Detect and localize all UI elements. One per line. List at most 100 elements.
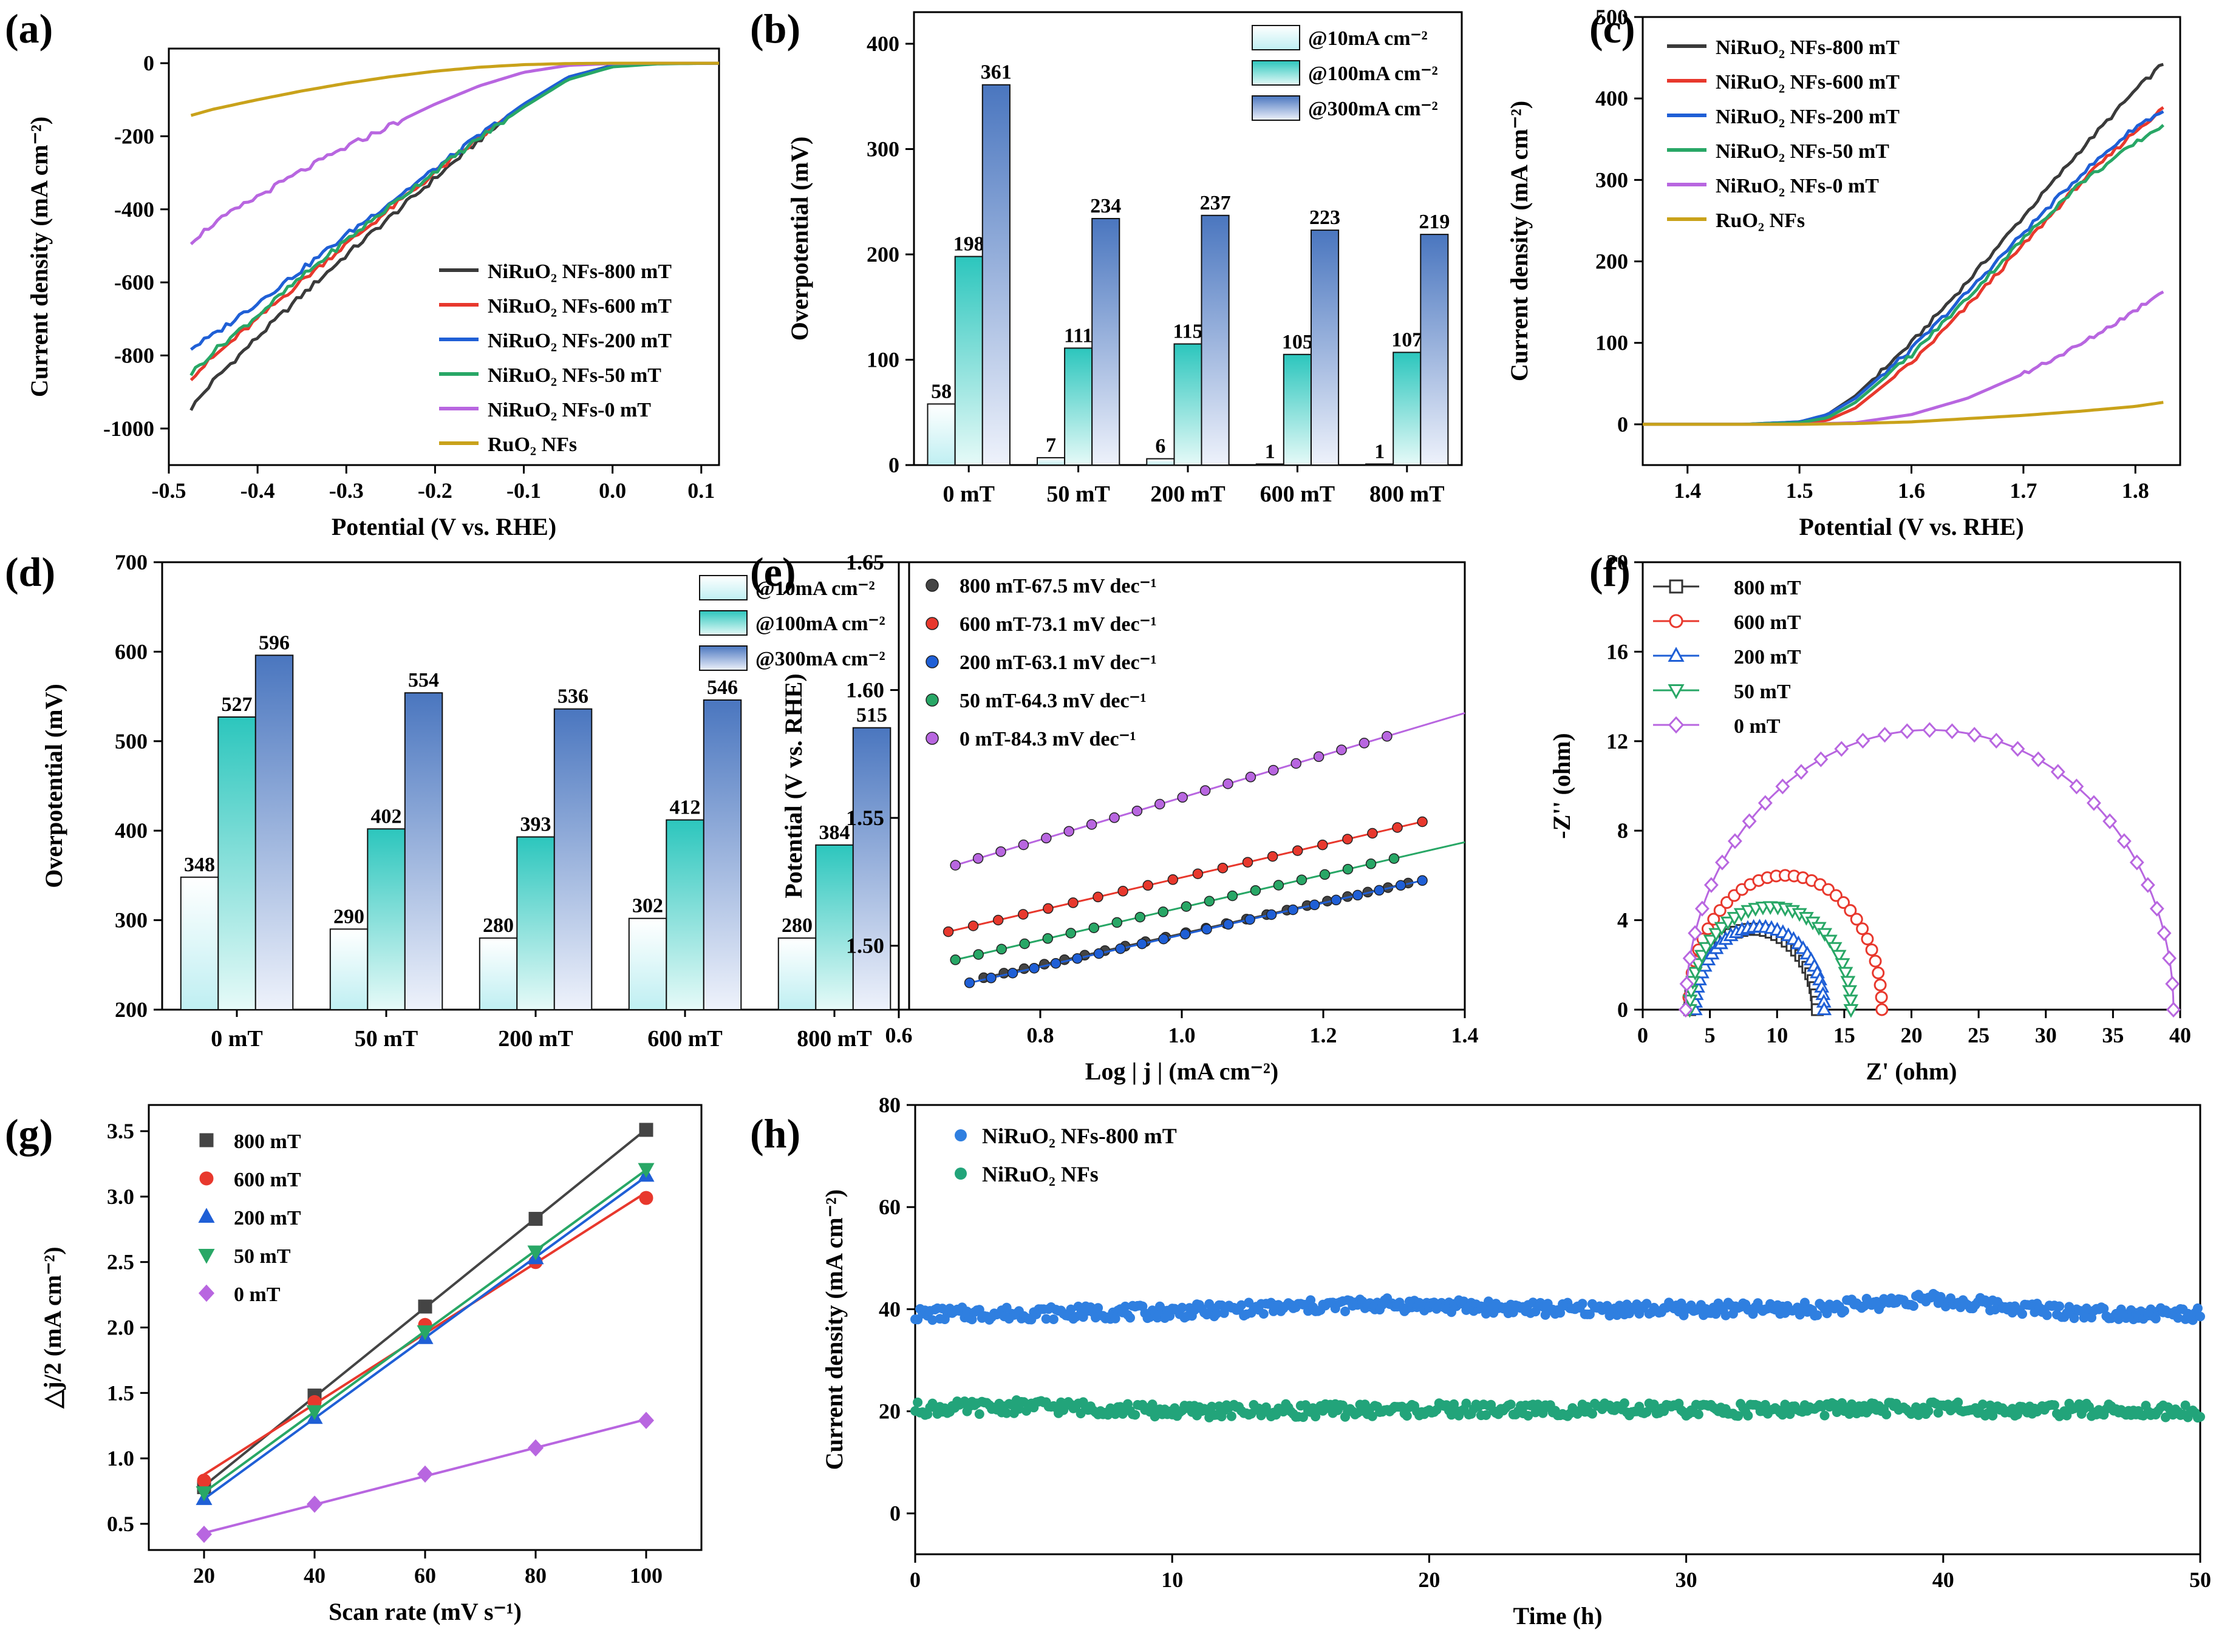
data-point bbox=[1988, 1410, 1998, 1421]
data-point bbox=[1733, 908, 1749, 922]
panel-g: 20 40 60 80 100 0.5 1.0 1.5 2.0 2.5 3.0 3.5 Scan rat… bbox=[39, 1104, 703, 1625]
data-point bbox=[1587, 1409, 1597, 1419]
data-point bbox=[1111, 917, 1123, 928]
data-point bbox=[1816, 1001, 1832, 1016]
y-tick-label: 100 bbox=[867, 348, 899, 372]
x-tick-label: 1.6 bbox=[1898, 478, 1925, 503]
legend-label: @300mA cm⁻² bbox=[1308, 98, 1438, 120]
data-point bbox=[1417, 816, 1428, 828]
y-tick-label: 300 bbox=[867, 137, 899, 161]
data-point bbox=[1875, 991, 1888, 1004]
data-point bbox=[1273, 880, 1284, 891]
data-point bbox=[196, 1525, 213, 1543]
panel-h: 0 10 20 30 40 50 0 20 40 60 80 Time (h) Current dens… bbox=[820, 1093, 2211, 1630]
data-point bbox=[1933, 1408, 1943, 1418]
data-point bbox=[1678, 1001, 1693, 1018]
y-tick-label: 300 bbox=[115, 908, 148, 933]
x-tick-label: 20 bbox=[1901, 1023, 1923, 1047]
legend-marker bbox=[198, 1249, 215, 1264]
bar bbox=[1393, 352, 1422, 466]
bar-value-label: 7 bbox=[1046, 434, 1056, 457]
y-axis-label: -Z'' (ohm) bbox=[1548, 733, 1575, 838]
legend-label: NiRuO₂ NFs-800 mT bbox=[1716, 36, 1900, 59]
legend-label: NiRuO₂ NFs-200 mT bbox=[1716, 106, 1900, 128]
legend-label: 800 mT bbox=[234, 1130, 301, 1153]
data-point bbox=[1136, 938, 1148, 950]
data-point bbox=[1757, 795, 1773, 811]
data-point bbox=[1331, 894, 1342, 906]
data-point bbox=[1365, 858, 1377, 869]
x-tick-label: 0.1 bbox=[687, 478, 715, 503]
bar-value-label: 219 bbox=[1419, 211, 1450, 233]
data-point bbox=[1727, 833, 1742, 849]
data-point bbox=[1682, 950, 1697, 967]
y-tick-label: 0 bbox=[1617, 998, 1628, 1022]
y-tick-label: 200 bbox=[115, 998, 148, 1022]
data-point bbox=[1727, 912, 1742, 926]
data-point bbox=[1192, 868, 1204, 879]
x-axis-label: Time (h) bbox=[1513, 1602, 1602, 1630]
legend-label: 200 mT-63.1 mV dec⁻¹ bbox=[960, 651, 1157, 674]
y-tick-label: 200 bbox=[867, 242, 899, 267]
bar bbox=[1255, 463, 1284, 466]
x-tick-label: 1.8 bbox=[2122, 478, 2149, 503]
data-point bbox=[1093, 1303, 1103, 1313]
bar bbox=[628, 917, 667, 1010]
data-point bbox=[1244, 914, 1255, 925]
y-tick-label: 2.5 bbox=[107, 1250, 134, 1274]
data-point bbox=[638, 1412, 655, 1429]
bar bbox=[180, 876, 219, 1011]
data-point bbox=[2049, 1400, 2059, 1410]
data-point bbox=[1417, 875, 1428, 886]
legend-marker bbox=[1668, 647, 1685, 662]
data-point bbox=[1715, 854, 1730, 871]
data-point bbox=[1117, 886, 1128, 897]
bar-value-label: 596 bbox=[259, 631, 290, 654]
data-point bbox=[1822, 934, 1838, 949]
legend-marker bbox=[1668, 684, 1685, 699]
legend-label: 800 mT-67.5 mV dec⁻¹ bbox=[960, 575, 1157, 597]
x-axis-label: Scan rate (mV s⁻¹) bbox=[329, 1598, 522, 1625]
y-tick-label: 20 bbox=[1606, 550, 1628, 574]
y-tick-label: 1.65 bbox=[846, 550, 884, 574]
data-point bbox=[1130, 1410, 1140, 1420]
data-point bbox=[2050, 764, 2065, 780]
data-point bbox=[1778, 1410, 1788, 1420]
data-point bbox=[1945, 723, 1960, 739]
data-point bbox=[1794, 764, 1809, 780]
bar-value-label: 348 bbox=[184, 854, 215, 876]
legend-label: NiRuO₂ NFs bbox=[982, 1162, 1099, 1186]
data-point bbox=[638, 1163, 655, 1178]
data-point bbox=[1505, 1399, 1516, 1410]
data-point bbox=[1319, 869, 1331, 880]
panel-a: -0.5 -0.4 -0.3 -0.2 -0.1 0.0 0.1 0 -200 -400 -600 -… bbox=[26, 47, 720, 540]
data-point bbox=[1720, 1310, 1731, 1321]
y-axis-label: Overpotential (mV) bbox=[40, 684, 67, 888]
data-point bbox=[417, 1325, 434, 1341]
y-tick-label: 200 bbox=[1595, 250, 1628, 274]
bar-value-label: 384 bbox=[819, 821, 850, 844]
data-point bbox=[1844, 1409, 1855, 1419]
data-point bbox=[1720, 916, 1736, 931]
x-category-label: 50 mT bbox=[1046, 481, 1110, 507]
y-tick-label: 700 bbox=[115, 550, 148, 574]
data-point bbox=[1167, 874, 1179, 885]
legend-swatch bbox=[699, 575, 748, 600]
data-point bbox=[1840, 976, 1856, 990]
data-point bbox=[639, 1123, 653, 1137]
data-point bbox=[1267, 851, 1278, 862]
x-category-label: 600 mT bbox=[647, 1026, 723, 1052]
data-point bbox=[1775, 778, 1790, 795]
data-point bbox=[1202, 1310, 1212, 1320]
legend-marker bbox=[955, 1168, 967, 1180]
y-tick-label: 400 bbox=[867, 32, 899, 56]
data-point bbox=[1619, 1398, 1629, 1409]
x-tick-label: 0.6 bbox=[885, 1023, 913, 1047]
legend-label: 50 mT bbox=[1734, 681, 1791, 703]
data-point bbox=[1093, 891, 1103, 903]
data-point bbox=[1287, 904, 1298, 916]
data-point bbox=[306, 1495, 323, 1513]
data-point bbox=[2042, 1310, 2052, 1321]
y-tick-label: 1.0 bbox=[107, 1446, 134, 1470]
data-point bbox=[1865, 943, 1878, 956]
